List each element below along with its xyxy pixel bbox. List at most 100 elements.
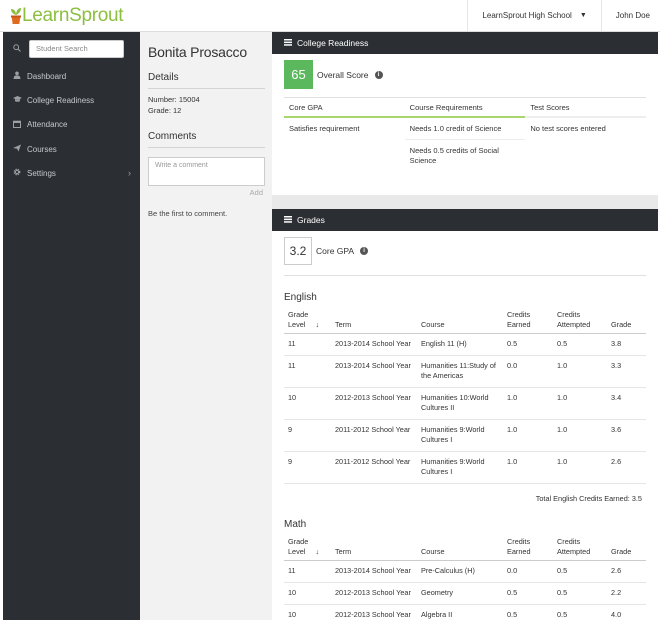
grade-level-cell: 10 <box>284 387 331 420</box>
chevron-right-icon: › <box>128 168 131 179</box>
requirement-value: Needs 1.0 credit of Science <box>404 118 526 140</box>
info-icon[interactable]: i <box>374 70 383 79</box>
requirement-value: Satisfies requirement <box>289 124 360 133</box>
search-icon <box>13 43 27 54</box>
school-selector[interactable]: LearnSprout High School ▼ <box>467 0 602 31</box>
grade-level-cell: 10 <box>284 582 331 605</box>
sort-down-icon[interactable]: ↓ <box>315 320 320 329</box>
school-name: LearnSprout High School <box>482 11 572 20</box>
credits-attempted-cell: 1.0 <box>553 355 607 388</box>
grade-cell: 3.6 <box>607 419 646 452</box>
english-total-credits: Total English Credits Earned: 3.5 <box>535 494 642 503</box>
details-heading: Details <box>148 72 265 89</box>
user-menu[interactable]: John Doe <box>615 11 650 20</box>
sidebar-item-college-readiness[interactable]: College Readiness <box>3 88 140 112</box>
grade-cell: 2.2 <box>607 582 646 605</box>
column-header-credits-attempted[interactable]: Credits Attempted <box>553 310 607 334</box>
column-header-term[interactable]: Term <box>331 310 417 334</box>
credits-attempted-cell: 0.5 <box>553 333 607 356</box>
sidebar-item-label: Attendance <box>27 120 68 130</box>
course-cell: Geometry <box>417 582 503 605</box>
empty-comments-text: Be the first to comment. <box>148 209 228 218</box>
grade-level-cell: 11 <box>284 333 331 356</box>
grade-level-cell: 11 <box>284 560 331 583</box>
add-comment-button[interactable]: Add <box>249 188 263 197</box>
grades-header: Grades <box>272 209 658 231</box>
column-header-course[interactable]: Course <box>417 310 503 334</box>
term-cell: 2011-2012 School Year <box>331 419 417 452</box>
table-row: 10 2012-2013 School Year Algebra II 0.5 0.5 4… <box>284 604 646 620</box>
info-icon[interactable]: i <box>360 247 369 255</box>
course-cell: English 11 (H) <box>417 333 503 356</box>
column-header-credits-earned[interactable]: Credits Earned <box>503 310 553 334</box>
course-cell: Humanities 10:World Cultures II <box>417 387 503 420</box>
requirement-value: Needs 0.5 credits of Social Science <box>409 146 499 165</box>
credits-attempted-cell: 0.5 <box>553 582 607 605</box>
sidebar-nav: Dashboard College Readiness Attendance C… <box>3 64 140 185</box>
student-panel: Bonita Prosacco Details Number: 15004 Gr… <box>140 32 272 620</box>
core-gpa-badge: 3.2 <box>284 237 312 265</box>
table-row: 10 2012-2013 School Year Humanities 10:Wor… <box>284 387 646 420</box>
credits-earned-cell: 0.5 <box>503 604 553 620</box>
college-readiness-panel: College Readiness 65 Overall Score i Cor… <box>272 32 658 195</box>
sidebar-item-settings[interactable]: Settings › <box>3 161 140 185</box>
credits-attempted-cell: 1.0 <box>553 451 607 484</box>
core-gpa-label: Core GPA <box>316 246 355 256</box>
table-row: 11 2013-2014 School Year Humanities 11:Stu… <box>284 355 646 388</box>
logo[interactable]: LearnSprout <box>10 4 124 27</box>
course-cell: Humanities 9:World Cultures I <box>417 419 503 452</box>
table-row: 10 2012-2013 School Year Geometry 0.5 0.5 2.2 <box>284 582 646 605</box>
sidebar-item-courses[interactable]: Courses <box>3 137 140 161</box>
course-requirements-column: Course Requirements Needs 1.0 credit of … <box>404 98 526 171</box>
column-header-grade[interactable]: Grade <box>607 537 646 561</box>
student-number: Number: 15004 <box>148 95 200 104</box>
column-header-credits-earned[interactable]: Credits Earned <box>503 537 553 561</box>
column-header-grade[interactable]: Grade <box>607 310 646 334</box>
requirement-value: No test scores entered <box>530 124 606 133</box>
table-row: 9 2011-2012 School Year Humanities 9:World… <box>284 419 646 452</box>
core-gpa-column: Core GPA Satisfies requirement <box>284 98 405 171</box>
grade-level-cell: 9 <box>284 419 331 452</box>
college-readiness-header: College Readiness <box>272 32 658 54</box>
sidebar-item-attendance[interactable]: Attendance <box>3 113 140 137</box>
college-readiness-title: College Readiness <box>297 38 369 48</box>
credits-earned-cell: 0.5 <box>503 333 553 356</box>
column-header-grade-level[interactable]: Grade Level ↓ <box>284 537 331 561</box>
column-header-credits-attempted[interactable]: Credits Attempted <box>553 537 607 561</box>
caret-down-icon: ▼ <box>579 12 587 19</box>
column-header-course[interactable]: Course <box>417 537 503 561</box>
calendar-icon <box>13 120 27 130</box>
subject-heading-math: Math <box>284 519 307 530</box>
logo-text: LearnSprout <box>22 4 124 26</box>
table-header-row: Grade Level ↓ Term Course Credits Earned … <box>284 537 646 561</box>
grade-level-cell: 10 <box>284 604 331 620</box>
course-cell: Pre-Calculus (H) <box>417 560 503 583</box>
comment-input[interactable] <box>148 157 265 186</box>
grade-cell: 3.8 <box>607 333 646 356</box>
term-cell: 2013-2014 School Year <box>331 560 417 583</box>
sidebar-item-label: Courses <box>27 144 57 154</box>
course-cell: Humanities 11:Study of the Americas <box>417 355 503 388</box>
graduation-cap-icon <box>13 95 27 105</box>
grade-level-cell: 9 <box>284 451 331 484</box>
student-grade: Grade: 12 <box>148 106 182 115</box>
english-grades-table: Grade Level ↓ Term Course Credits Earned … <box>284 310 646 484</box>
grade-cell: 2.6 <box>607 451 646 484</box>
course-cell: Humanities 9:World Cultures I <box>417 451 503 484</box>
grades-body: 3.2 Core GPA i English Grade Level ↓ Term… <box>272 231 658 620</box>
sidebar-item-dashboard[interactable]: Dashboard <box>3 64 140 88</box>
term-cell: 2013-2014 School Year <box>331 355 417 388</box>
send-icon <box>13 144 27 154</box>
column-header-term[interactable]: Term <box>331 537 417 561</box>
student-search-input[interactable] <box>29 39 124 58</box>
college-readiness-body: 65 Overall Score i Core GPA Satisfies re… <box>272 54 658 195</box>
credits-earned-cell: 0.0 <box>503 560 553 583</box>
student-name: Bonita Prosacco <box>148 44 247 60</box>
overall-score-badge: 65 <box>284 60 313 89</box>
column-header-grade-level[interactable]: Grade Level ↓ <box>284 310 331 334</box>
subject-heading-english: English <box>284 292 317 303</box>
credits-earned-cell: 0.0 <box>503 355 553 388</box>
sort-down-icon[interactable]: ↓ <box>315 547 320 556</box>
math-grades-table: Grade Level ↓ Term Course Credits Earned … <box>284 537 646 620</box>
sidebar-item-label: Settings <box>27 168 56 178</box>
